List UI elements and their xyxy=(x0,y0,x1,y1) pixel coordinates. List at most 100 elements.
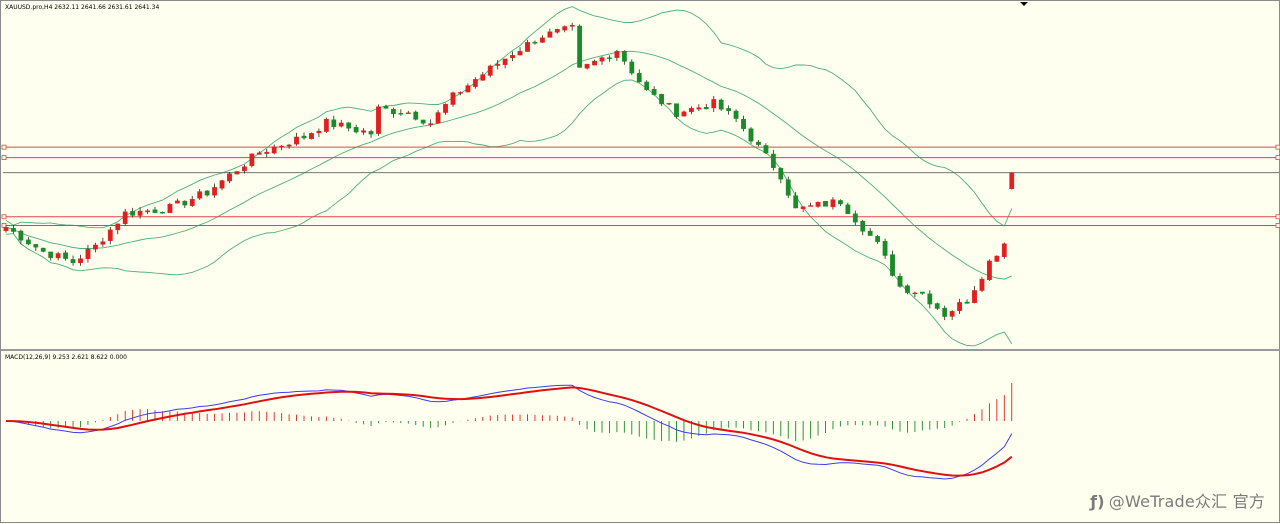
candle[interactable] xyxy=(294,132,299,146)
candle[interactable] xyxy=(741,115,746,132)
candle[interactable] xyxy=(733,109,739,122)
candle[interactable] xyxy=(376,104,381,136)
candle[interactable] xyxy=(681,110,687,117)
candle[interactable] xyxy=(197,188,203,201)
candle[interactable] xyxy=(234,171,240,175)
candle[interactable] xyxy=(130,207,136,218)
candle[interactable] xyxy=(174,198,180,204)
candle[interactable] xyxy=(763,143,769,155)
candle[interactable] xyxy=(331,115,337,130)
candle[interactable] xyxy=(25,237,31,246)
candle[interactable] xyxy=(689,106,694,115)
candle[interactable] xyxy=(703,103,709,110)
candle[interactable] xyxy=(569,22,575,31)
candle[interactable] xyxy=(957,298,963,315)
candle[interactable] xyxy=(651,86,657,96)
candle[interactable] xyxy=(346,122,352,132)
candle[interactable] xyxy=(115,223,121,235)
candle[interactable] xyxy=(85,244,91,263)
price-chart[interactable] xyxy=(1,1,1280,349)
candle[interactable] xyxy=(726,105,732,115)
candle[interactable] xyxy=(614,49,620,61)
candle[interactable] xyxy=(793,191,799,209)
candle[interactable] xyxy=(167,202,173,213)
pane-separator[interactable] xyxy=(1,349,1280,351)
candle[interactable] xyxy=(919,291,925,295)
candle[interactable] xyxy=(577,24,583,68)
candle[interactable] xyxy=(547,28,553,38)
candle[interactable] xyxy=(241,164,247,174)
candle[interactable] xyxy=(3,225,9,233)
candle[interactable] xyxy=(361,128,366,135)
level-handle[interactable] xyxy=(1,223,7,228)
candle[interactable] xyxy=(33,244,39,252)
candle[interactable] xyxy=(666,102,672,106)
candle[interactable] xyxy=(890,250,895,277)
candle[interactable] xyxy=(301,132,307,140)
candle[interactable] xyxy=(927,290,933,309)
candle[interactable] xyxy=(562,25,568,33)
candle[interactable] xyxy=(748,127,754,144)
chart-shift-marker-icon[interactable] xyxy=(1020,2,1028,6)
candle[interactable] xyxy=(942,305,948,321)
candle[interactable] xyxy=(875,234,881,244)
candle[interactable] xyxy=(830,197,836,210)
candle[interactable] xyxy=(450,91,456,107)
candle[interactable] xyxy=(979,277,985,293)
candle[interactable] xyxy=(867,227,873,236)
candle[interactable] xyxy=(122,208,128,226)
candle[interactable] xyxy=(368,129,374,138)
candle[interactable] xyxy=(912,291,918,298)
candle[interactable] xyxy=(391,107,396,118)
candle[interactable] xyxy=(800,206,806,213)
candle[interactable] xyxy=(808,202,814,207)
level-handle[interactable] xyxy=(1275,214,1280,220)
candle[interactable] xyxy=(443,103,448,115)
candle[interactable] xyxy=(934,302,940,310)
candle[interactable] xyxy=(964,299,970,304)
candle[interactable] xyxy=(532,40,538,45)
candle[interactable] xyxy=(316,128,322,138)
candle[interactable] xyxy=(40,247,46,253)
candle[interactable] xyxy=(599,56,605,65)
candle[interactable] xyxy=(592,59,597,66)
level-handle[interactable] xyxy=(1275,144,1280,150)
candle[interactable] xyxy=(636,69,642,83)
candle[interactable] xyxy=(554,28,560,34)
level-handle[interactable] xyxy=(1275,223,1280,228)
candle[interactable] xyxy=(78,254,83,266)
candle[interactable] xyxy=(383,104,389,109)
candle[interactable] xyxy=(286,143,292,149)
macd-pane[interactable]: MACD(12,26,9) 9.253 2.621 8.622 0.000 xyxy=(1,351,1280,524)
candle[interactable] xyxy=(182,200,188,208)
candle[interactable] xyxy=(487,64,493,78)
candle[interactable] xyxy=(778,167,784,184)
candle[interactable] xyxy=(495,59,501,70)
candle[interactable] xyxy=(160,211,165,214)
candle[interactable] xyxy=(674,103,679,119)
candle[interactable] xyxy=(338,119,344,128)
macd-chart[interactable] xyxy=(1,351,1280,524)
candle[interactable] xyxy=(323,117,329,133)
candle[interactable] xyxy=(256,151,262,155)
candle[interactable] xyxy=(212,183,217,198)
candle[interactable] xyxy=(972,286,977,304)
level-handle[interactable] xyxy=(1,155,7,161)
candle[interactable] xyxy=(659,93,665,106)
candle[interactable] xyxy=(845,202,851,215)
candle[interactable] xyxy=(621,50,627,65)
candle[interactable] xyxy=(607,55,612,62)
candle[interactable] xyxy=(48,251,54,261)
candle[interactable] xyxy=(18,229,24,245)
candle[interactable] xyxy=(860,219,866,236)
candle[interactable] xyxy=(152,206,158,214)
candle[interactable] xyxy=(405,110,411,114)
candle[interactable] xyxy=(540,35,545,44)
candle[interactable] xyxy=(584,63,590,70)
candle[interactable] xyxy=(107,227,113,245)
candle[interactable] xyxy=(204,190,210,197)
candle[interactable] xyxy=(785,176,791,199)
candle[interactable] xyxy=(1009,172,1015,190)
candle[interactable] xyxy=(63,250,69,261)
